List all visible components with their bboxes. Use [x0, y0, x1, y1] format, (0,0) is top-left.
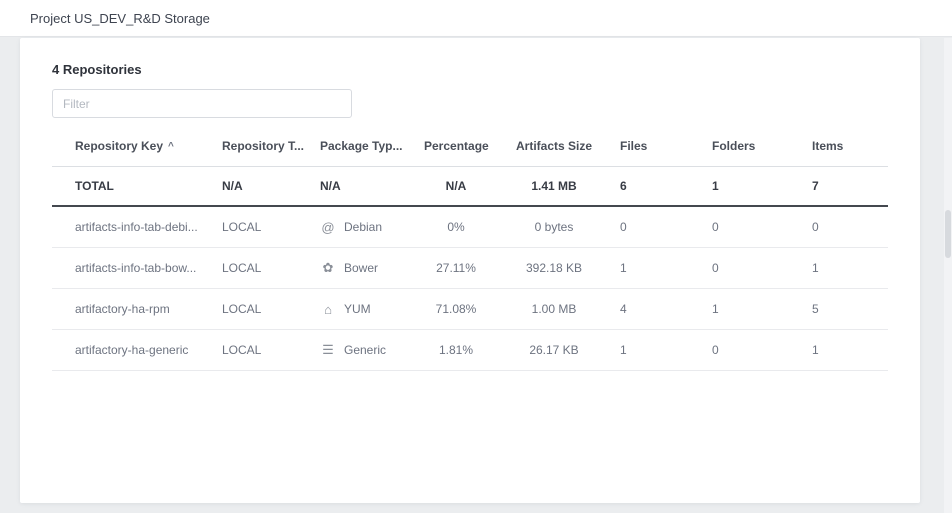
storage-panel: 4 Repositories Repository Key^ Repositor…: [20, 38, 920, 503]
table-row[interactable]: artifactory-ha-rpm LOCAL ⌂ YUM 71.08% 1.0…: [52, 288, 888, 330]
repository-key[interactable]: artifacts-info-tab-bow...: [52, 247, 214, 289]
repository-key[interactable]: artifacts-info-tab-debi...: [52, 206, 214, 248]
total-label: TOTAL: [52, 166, 214, 207]
repository-type: LOCAL: [214, 247, 312, 289]
package-type-label: Generic: [344, 343, 387, 357]
sort-asc-icon[interactable]: ^: [168, 140, 174, 152]
repository-type: LOCAL: [214, 329, 312, 371]
column-header-package-type[interactable]: Package Typ...: [312, 126, 416, 167]
total-percentage: N/A: [416, 166, 496, 207]
percentage-value: 1.81%: [416, 329, 496, 371]
bower-icon: ✿: [322, 260, 334, 275]
total-items: 7: [804, 166, 888, 207]
debian-icon: @: [321, 219, 335, 235]
repositories-table: Repository Key ^ Repository T... Package …: [52, 126, 888, 371]
folders-count: 0: [704, 329, 804, 371]
table-header-row: Repository Key ^ Repository T... Package …: [52, 126, 888, 167]
folders-count: 0: [704, 247, 804, 289]
folders-count: 0: [704, 206, 804, 248]
artifacts-size-value: 392.18 KB: [496, 247, 612, 289]
files-count: 1: [612, 329, 704, 371]
column-header-repository-key[interactable]: Repository Key ^: [52, 126, 214, 167]
filter-input[interactable]: [52, 89, 352, 118]
percentage-value: 71.08%: [416, 288, 496, 330]
package-type-label: Bower: [344, 261, 379, 275]
artifacts-size-value: 0 bytes: [496, 206, 612, 248]
total-type: N/A: [214, 166, 312, 207]
repository-type: LOCAL: [214, 288, 312, 330]
files-count: 4: [612, 288, 704, 330]
package-type-label: Debian: [344, 220, 383, 234]
total-folders: 1: [704, 166, 804, 207]
table-row[interactable]: artifactory-ha-generic LOCAL ☰ Generic 1.…: [52, 329, 888, 371]
artifacts-size-value: 1.00 MB: [496, 288, 612, 330]
table-row[interactable]: artifacts-info-tab-bow... LOCAL ✿ Bower 2…: [52, 247, 888, 289]
generic-icon: ☰: [322, 342, 334, 357]
column-header-folders[interactable]: Folders: [704, 126, 804, 167]
items-count: 1: [804, 247, 888, 289]
column-header-repository-type[interactable]: Repository T...: [214, 126, 312, 167]
items-count: 0: [804, 206, 888, 248]
package-type-label: YUM: [344, 302, 371, 316]
files-count: 0: [612, 206, 704, 248]
column-header-items[interactable]: Items: [804, 126, 888, 167]
artifacts-size-value: 26.17 KB: [496, 329, 612, 371]
items-count: 1: [804, 329, 888, 371]
repository-key[interactable]: artifactory-ha-rpm: [52, 288, 214, 330]
table-row[interactable]: artifacts-info-tab-debi... LOCAL @ Debian…: [52, 206, 888, 248]
items-count: 5: [804, 288, 888, 330]
folders-count: 1: [704, 288, 804, 330]
repository-type: LOCAL: [214, 206, 312, 248]
table-row-total: TOTAL N/A N/A N/A 1.41 MB 6 1 7: [52, 166, 888, 207]
total-files: 6: [612, 166, 704, 207]
top-header-bar: Project US_DEV_R&D Storage: [0, 0, 952, 37]
total-package: N/A: [312, 166, 416, 207]
column-header-artifacts-size[interactable]: Artifacts Size: [496, 126, 612, 167]
page-title: Project US_DEV_R&D Storage: [30, 10, 210, 26]
repositories-count-heading: 4 Repositories: [52, 62, 142, 77]
repository-key[interactable]: artifactory-ha-generic: [52, 329, 214, 371]
files-count: 1: [612, 247, 704, 289]
scrollbar-thumb[interactable]: [945, 210, 951, 258]
scrollbar[interactable]: [944, 38, 952, 513]
percentage-value: 0%: [416, 206, 496, 248]
column-header-percentage[interactable]: Percentage: [416, 126, 496, 167]
yum-icon: ⌂: [324, 301, 332, 317]
column-header-files[interactable]: Files: [612, 126, 704, 167]
percentage-value: 27.11%: [416, 247, 496, 289]
total-size: 1.41 MB: [496, 166, 612, 207]
